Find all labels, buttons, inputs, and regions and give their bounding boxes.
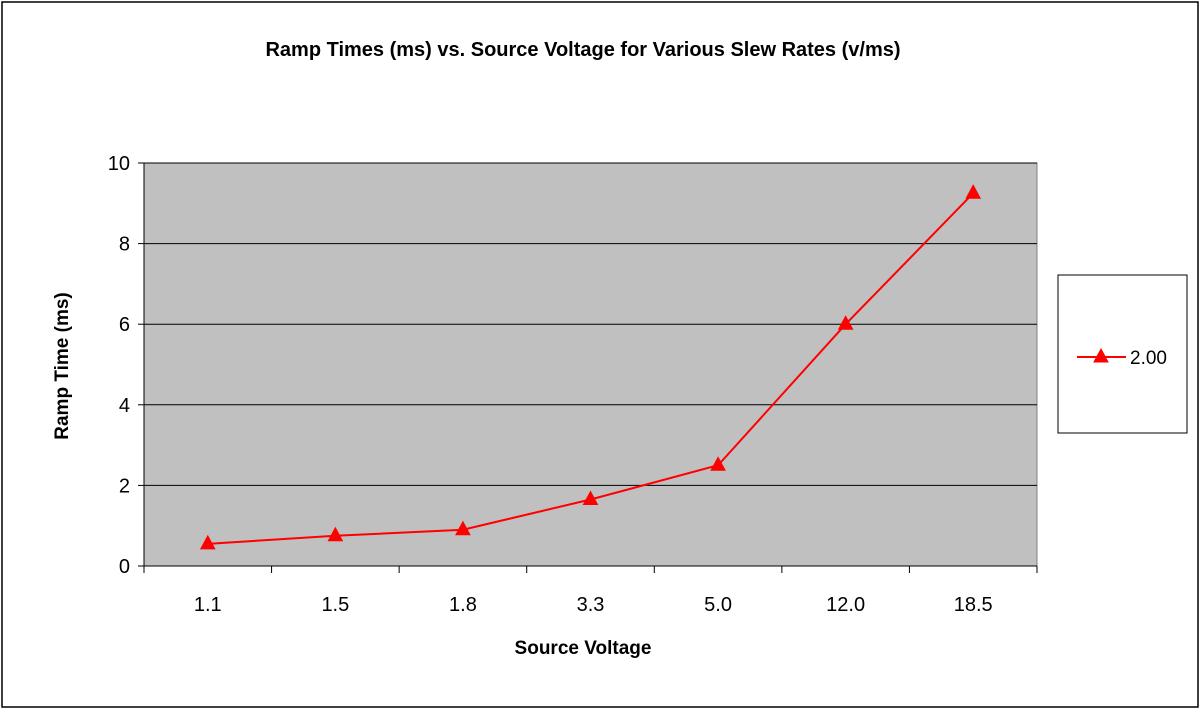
y-tick-label: 6 bbox=[119, 314, 130, 336]
series-layer bbox=[199, 184, 982, 550]
data-point-marker bbox=[837, 315, 854, 330]
y-tick-label: 0 bbox=[119, 556, 130, 578]
legend-box bbox=[1057, 274, 1188, 434]
x-tick-label: 1.8 bbox=[449, 594, 477, 616]
x-tick-label: 12.0 bbox=[826, 594, 865, 616]
gridlines bbox=[144, 162, 1037, 486]
legend-triangle-marker bbox=[1093, 347, 1109, 363]
x-tick-label: 1.5 bbox=[321, 594, 349, 616]
legend: 2.00 bbox=[1057, 274, 1188, 434]
plot-area bbox=[143, 162, 1038, 567]
x-tick-label: 1.1 bbox=[194, 594, 222, 616]
data-point-marker bbox=[965, 184, 982, 199]
y-tick-label: 10 bbox=[108, 153, 130, 175]
y-tick-label: 4 bbox=[119, 395, 130, 417]
y-axis-title: Ramp Time (ms) bbox=[52, 292, 73, 439]
y-tick-label: 8 bbox=[119, 234, 130, 256]
x-axis: 1.1 1.5 1.8 3.3 5.0 12.0 18.5 bbox=[143, 565, 1038, 616]
data-point-marker bbox=[710, 456, 726, 471]
y-tick-label: 2 bbox=[119, 475, 130, 497]
x-tick-label: 3.3 bbox=[577, 594, 605, 616]
legend-label: 2.00 bbox=[1130, 348, 1167, 369]
y-axis: 0 2 4 6 8 10 bbox=[108, 153, 145, 578]
data-point-marker bbox=[582, 490, 599, 506]
data-point-marker bbox=[455, 520, 471, 536]
chart-title: Ramp Times (ms) vs. Source Voltage for V… bbox=[265, 39, 900, 61]
data-point-marker bbox=[199, 534, 216, 550]
data-point-marker bbox=[327, 526, 344, 542]
x-tick-label: 5.0 bbox=[704, 594, 732, 616]
x-axis-title: Source Voltage bbox=[515, 638, 652, 659]
x-tick-label: 18.5 bbox=[954, 594, 993, 616]
